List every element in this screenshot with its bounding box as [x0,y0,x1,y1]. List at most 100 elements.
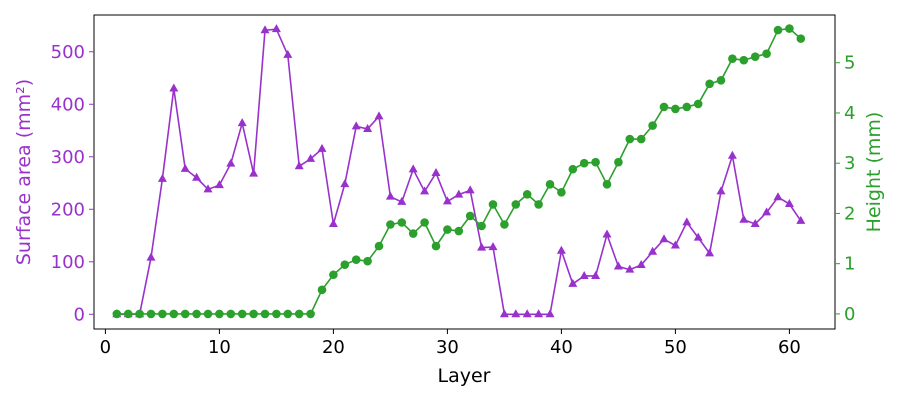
data-point-triangle [784,199,794,208]
data-point-circle [294,309,304,319]
data-point-triangle [431,168,441,177]
data-point-circle [386,220,395,229]
data-point-triangle [385,191,395,200]
data-point-triangle [397,196,407,205]
data-point-triangle [237,118,247,127]
data-point-circle [579,158,589,168]
x-axis: 0 10 20 30 40 50 60 [100,329,801,358]
y-right-tick-label: 5 [844,53,855,74]
data-point-circle [625,134,635,144]
data-point-circle [693,99,703,109]
data-point-circle [568,164,578,174]
data-point-triangle [283,49,293,58]
data-point-triangle [192,172,202,181]
data-point-triangle [534,309,544,318]
data-point-triangle [556,245,566,254]
data-point-circle [135,309,144,319]
data-point-triangle [340,179,350,188]
data-point-circle [773,25,783,35]
data-point-triangle [328,218,338,227]
data-point-circle [112,309,122,319]
series-layer [112,24,806,319]
data-point-circle [215,309,224,319]
data-point-circle [272,309,281,319]
data-point-circle [397,218,407,227]
data-point-circle [648,121,657,130]
data-point-circle [557,188,566,197]
data-point-circle [534,200,543,209]
series-line-right [116,27,802,315]
data-point-circle [317,285,327,295]
x-tick-label: 50 [664,337,687,358]
data-point-triangle [294,161,304,170]
data-point-circle [169,309,179,319]
x-tick-label: 40 [550,337,573,358]
data-point-circle [716,76,726,85]
data-point-triangle [625,264,635,273]
y-axis-left-label: Surface area (mm²) [13,79,35,265]
data-point-circle [477,221,486,231]
data-point-triangle [374,111,384,120]
y-right-tick-label: 4 [844,103,855,124]
data-point-triangle [488,242,498,251]
data-point-triangle [203,184,213,193]
series-right [112,24,806,319]
data-point-circle [226,309,236,319]
data-point-circle [602,180,612,189]
data-point-circle [591,157,600,167]
data-point-triangle [271,24,281,33]
data-point-triangle [579,270,589,279]
data-point-circle [796,34,806,43]
data-point-triangle [682,217,692,226]
y-left-tick-label: 200 [51,199,85,220]
data-point-triangle [636,259,646,268]
y-axis-right-label: Height (mm) [863,112,885,233]
data-point-triangle [522,309,532,318]
data-point-circle [636,134,646,144]
y-left-tick-label: 400 [51,94,85,115]
y-right-tick-label: 1 [844,254,855,275]
data-point-triangle [591,270,601,279]
y-axis-right: 0 1 2 3 4 5 [835,53,855,325]
data-point-triangle [454,189,464,198]
data-point-circle [340,260,350,269]
data-point-circle [123,309,133,319]
data-point-triangle [169,83,179,92]
data-point-circle [431,241,441,251]
data-point-triangle [226,158,236,167]
x-tick-label: 0 [100,337,111,358]
data-point-circle [374,241,384,251]
data-point-circle [785,24,794,33]
data-point-circle [306,309,315,319]
data-point-circle [728,54,737,64]
data-point-triangle [613,261,623,270]
x-axis-label: Layer [438,365,491,387]
data-point-triangle [602,229,612,238]
series-left [112,24,806,318]
y-left-tick-label: 0 [74,304,85,325]
data-point-circle [705,79,714,89]
data-point-circle [762,49,771,58]
data-point-triangle [249,168,259,177]
data-point-circle [329,270,338,280]
data-point-triangle [773,192,783,201]
y-right-tick-label: 3 [844,153,855,174]
y-left-tick-label: 500 [51,42,85,63]
y-left-tick-label: 100 [51,252,85,273]
data-point-triangle [408,164,418,173]
data-point-circle [659,102,669,112]
data-point-triangle [157,173,167,182]
data-point-circle [146,309,156,319]
data-point-triangle [648,246,658,255]
data-point-circle [488,200,498,209]
data-point-circle [545,180,555,189]
y-axis-left: 0 100 200 300 400 500 [51,42,94,325]
y-left-tick-label: 300 [51,147,85,168]
y-right-tick-label: 0 [844,304,855,325]
data-point-triangle [214,180,224,189]
data-point-circle [682,102,692,112]
x-tick-label: 30 [436,337,459,358]
data-point-triangle [306,153,316,162]
data-point-circle [351,255,361,264]
plot-frame [93,14,836,330]
